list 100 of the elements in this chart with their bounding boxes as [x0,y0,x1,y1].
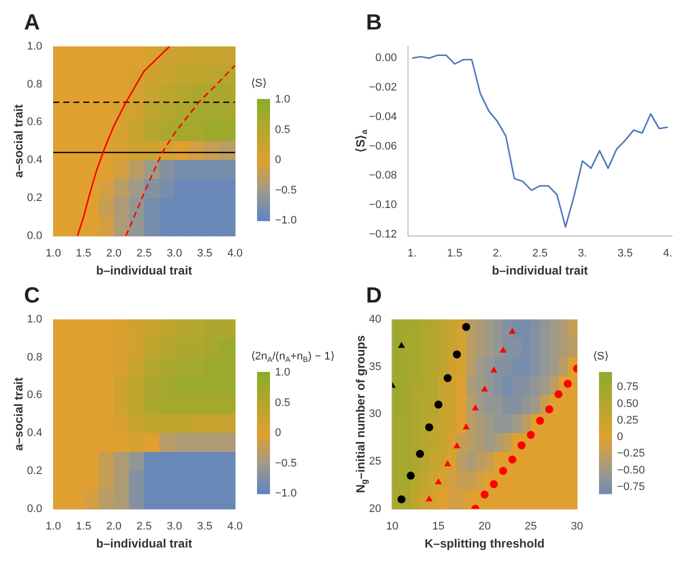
color-bar-label: 0.5 [275,124,290,136]
y-tick-label: 0.0 [26,502,42,515]
x-axis-title: b–individual trait [492,263,588,278]
x-tick-label: 4. [663,247,672,260]
color-bar-label: −0.50 [617,464,645,476]
x-tick-label: 2.5 [532,247,548,260]
y-tick-label: −0.10 [368,199,397,211]
y-tick-label: 0.8 [26,78,42,90]
point [499,466,508,475]
x-axis-title: K–splitting threshold [424,536,545,550]
color-bar-label: 0 [275,154,282,166]
y-tick-label: −0.12 [368,228,397,240]
point [444,374,452,382]
point [425,423,434,432]
x-tick-label: 30 [570,520,584,532]
color-bar-label: −0.75 [617,481,645,494]
x-tick-label: 20 [478,520,491,532]
x-tick-label: 1.5 [76,247,92,260]
x-tick-label: 4.0 [227,520,243,532]
x-tick-label: 2.0 [106,247,122,260]
y-tick-label: −0.06 [368,140,397,152]
x-tick-label: 3. [578,247,588,260]
y-tick-label: −0.08 [368,170,397,182]
point [536,416,544,425]
y-tick-label: 0.8 [26,351,42,364]
point [426,495,433,502]
x-tick-label: 15 [432,520,445,532]
color-bar-label: −1.0 [275,214,297,227]
x-tick-label: 2.0 [106,520,122,532]
x-tick-label: 3.5 [617,247,633,260]
y-tick-label: 35 [368,360,382,373]
point [500,346,507,353]
x-tick-label: 1.0 [46,247,61,260]
x-tick-label: 3.0 [166,247,182,260]
y-axis-title: Ng–initial number of groups [353,334,369,493]
point [518,441,526,450]
y-axis-title: a–social trait [11,104,26,178]
color-bar-title: ⟨S⟩ [593,350,608,362]
chart-title: D [366,282,382,308]
x-tick-label: 4.0 [227,247,243,260]
point [453,442,460,448]
point [434,478,442,484]
y-axis-title: a–social trait [11,377,26,451]
color-bar-label: 1.0 [275,366,290,378]
y-tick-label: 40 [368,313,382,326]
color-bar-label: −0.5 [275,457,297,470]
color-bar-label: −1.0 [275,488,297,500]
x-axis-title: b–individual trait [96,536,192,550]
color-bar-label: 0 [275,427,282,440]
y-tick-label: 0.00 [375,52,397,64]
y-tick-label: 30 [368,408,382,420]
x-tick-label: 10 [386,520,398,532]
x-tick-label: 1.5 [447,247,462,260]
x-tick-label: 1. [408,247,417,260]
y-tick-label: 0.0 [26,230,42,242]
x-tick-label: 3.5 [197,520,212,532]
point [472,404,479,410]
y-tick-label: 0.6 [26,116,42,128]
x-tick-label: 1.0 [46,520,61,532]
color-bar-label: 0 [617,431,624,444]
point [462,322,470,331]
point [452,350,461,358]
point [490,366,498,373]
y-tick-label: 20 [368,502,382,515]
y-tick-label: 0.2 [26,192,42,204]
color-bar-label: −0.25 [617,448,645,460]
color-bar-label: 0.25 [617,414,638,426]
point [481,385,488,392]
color-bar-label: 0.50 [617,398,638,410]
point [490,480,498,488]
point [444,460,452,466]
chart-title: C [24,282,40,308]
x-tick-label: 3.0 [166,520,182,532]
point [406,472,415,480]
y-tick-label: 25 [368,455,382,468]
y-tick-label: 0.2 [26,464,42,477]
y-tick-label: −0.04 [368,110,397,123]
y-tick-label: 1.0 [26,40,42,52]
color-bar-label: 1.0 [275,93,290,106]
point [398,342,405,348]
x-tick-label: 25 [524,520,537,532]
point [480,490,489,499]
x-tick-label: 2. [492,247,502,260]
point [462,423,470,430]
y-tick-label: 0.4 [26,154,42,166]
x-axis-title: b–individual trait [96,263,192,278]
chart-title: B [366,9,382,34]
point [564,380,572,388]
color-bar-title: ⟨S⟩ [251,77,266,90]
chart-title: A [24,9,40,34]
y-axis-title: ⟨S⟩a [353,129,369,152]
point [526,430,535,439]
color-bar-label: 0.75 [617,381,638,394]
point [416,450,424,458]
x-tick-label: 2.5 [136,247,152,260]
point [508,328,516,334]
point [545,405,554,414]
y-tick-label: 0.6 [26,389,42,402]
y-tick-label: 0.4 [26,427,42,440]
color-bar-label: −0.5 [275,184,297,196]
